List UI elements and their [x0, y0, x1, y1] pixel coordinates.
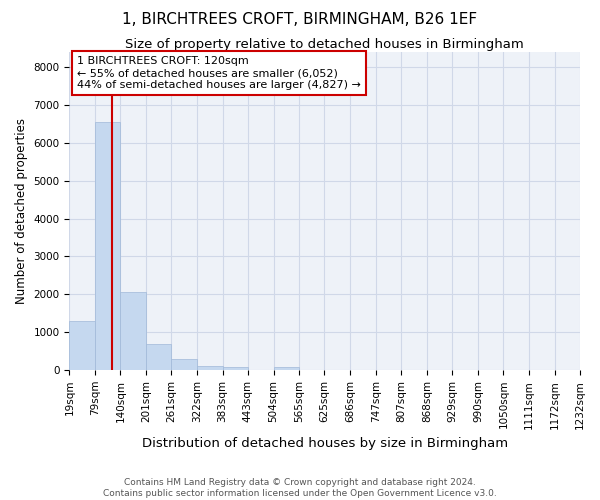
Bar: [146, 344, 171, 370]
Bar: [171, 359, 197, 370]
Bar: [223, 368, 248, 370]
Text: 1 BIRCHTREES CROFT: 120sqm
← 55% of detached houses are smaller (6,052)
44% of s: 1 BIRCHTREES CROFT: 120sqm ← 55% of deta…: [77, 56, 361, 90]
Y-axis label: Number of detached properties: Number of detached properties: [15, 118, 28, 304]
Bar: [197, 366, 223, 370]
X-axis label: Distribution of detached houses by size in Birmingham: Distribution of detached houses by size …: [142, 437, 508, 450]
Bar: [274, 367, 299, 370]
Text: 1, BIRCHTREES CROFT, BIRMINGHAM, B26 1EF: 1, BIRCHTREES CROFT, BIRMINGHAM, B26 1EF: [122, 12, 478, 28]
Bar: [95, 122, 121, 370]
Title: Size of property relative to detached houses in Birmingham: Size of property relative to detached ho…: [125, 38, 524, 51]
Bar: [121, 292, 146, 370]
Bar: [70, 321, 95, 370]
Text: Contains HM Land Registry data © Crown copyright and database right 2024.
Contai: Contains HM Land Registry data © Crown c…: [103, 478, 497, 498]
